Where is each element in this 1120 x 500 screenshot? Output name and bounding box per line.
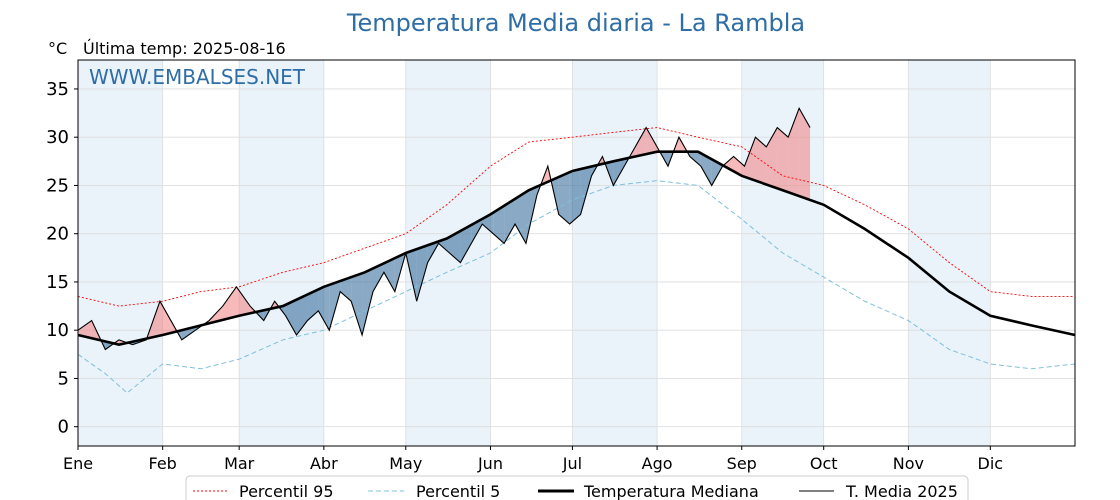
month-band — [78, 60, 163, 446]
x-tick-label: Ago — [642, 454, 673, 473]
above-median-fill — [799, 108, 811, 200]
y-tick-label: 25 — [46, 175, 69, 196]
watermark: WWW.EMBALSES.NET — [89, 65, 306, 89]
below-median-fill — [362, 268, 374, 336]
below-median-fill — [471, 218, 483, 244]
x-tick-label: Feb — [149, 454, 177, 473]
series-line-median — [77, 150, 1076, 347]
x-tick-label: Jun — [477, 454, 503, 473]
grid-lines — [77, 60, 1075, 446]
y-tick-label: 5 — [58, 368, 69, 389]
legend-label-p95: Percentil 95 — [239, 482, 334, 500]
y-tick-label: 35 — [46, 79, 69, 100]
below-median-fill — [504, 198, 516, 244]
below-median-fill — [515, 191, 526, 244]
below-median-fill — [711, 159, 723, 186]
legend: Percentil 95 Percentil 5 Temperatura Med… — [185, 475, 969, 500]
below-median-fill — [373, 263, 384, 292]
above-median-fill — [646, 127, 658, 155]
x-tick-label: Oct — [810, 454, 838, 473]
x-tick-label: May — [389, 454, 422, 473]
y-axis: 0 5 10 15 20 25 30 35 — [46, 79, 78, 438]
legend-frame — [185, 475, 969, 500]
below-median-fill — [416, 245, 428, 302]
legend-label-p5: Percentil 5 — [416, 482, 500, 500]
plot-frame — [77, 59, 1076, 447]
below-median-fill — [613, 158, 625, 186]
above-median-fill — [635, 127, 647, 157]
y-tick-label: 0 — [58, 417, 69, 438]
x-tick-label: Mar — [224, 454, 255, 473]
series-line-p95 — [77, 127, 1075, 307]
below-median-fill — [351, 273, 363, 336]
x-tick-label: Dic — [978, 454, 1004, 473]
below-median-fill — [340, 277, 352, 302]
x-tick-label: Nov — [893, 454, 924, 473]
x-axis: Ene Feb Mar Abr May Jun Jul Ago Sep Oct Nov Dic — [63, 446, 1003, 473]
above-median-fill — [222, 286, 237, 320]
below-median-fill — [383, 258, 395, 292]
below-median-fill — [329, 280, 341, 331]
chart-title: Temperatura Media diaria - La Rambla — [346, 9, 805, 37]
month-band — [908, 60, 991, 446]
y-tick-label: 20 — [46, 224, 69, 245]
above-median-fill — [723, 156, 734, 172]
below-median-fill — [296, 294, 308, 336]
below-median-fill — [558, 172, 570, 225]
plot-area: WWW.EMBALSES.NET — [77, 59, 1076, 447]
below-median-fill — [700, 153, 712, 186]
x-tick-label: Jul — [562, 454, 582, 473]
below-median-fill — [569, 169, 581, 225]
month-band — [239, 60, 324, 446]
legend-label-median: Temperatura Mediana — [583, 482, 759, 500]
unit-label: °C — [48, 39, 67, 58]
below-median-fill — [493, 205, 505, 244]
above-median-fill — [159, 301, 171, 336]
series-line-current — [77, 106, 811, 351]
x-tick-label: Abr — [310, 454, 338, 473]
legend-label-current: T. Media 2025 — [845, 482, 958, 500]
below-median-fill — [460, 224, 472, 263]
x-tick-label: Sep — [727, 454, 757, 473]
y-tick-label: 30 — [46, 127, 69, 148]
month-band — [572, 60, 658, 446]
above-median-fill — [777, 127, 789, 193]
x-tick-label: Ene — [63, 454, 93, 473]
last-temp-label: Última temp: 2025-08-16 — [83, 39, 286, 58]
month-bands — [78, 60, 991, 446]
below-median-fill — [689, 151, 701, 167]
series-lines — [77, 106, 1076, 394]
series-line-p5 — [77, 180, 1076, 394]
below-median-fill — [285, 299, 297, 336]
below-median-fill — [580, 166, 592, 215]
above-median-fill — [78, 320, 92, 339]
above-median-fill — [236, 286, 251, 317]
y-tick-label: 15 — [46, 272, 69, 293]
below-median-fill — [318, 284, 330, 331]
y-tick-label: 10 — [46, 320, 69, 341]
above-median-fill — [744, 137, 756, 181]
